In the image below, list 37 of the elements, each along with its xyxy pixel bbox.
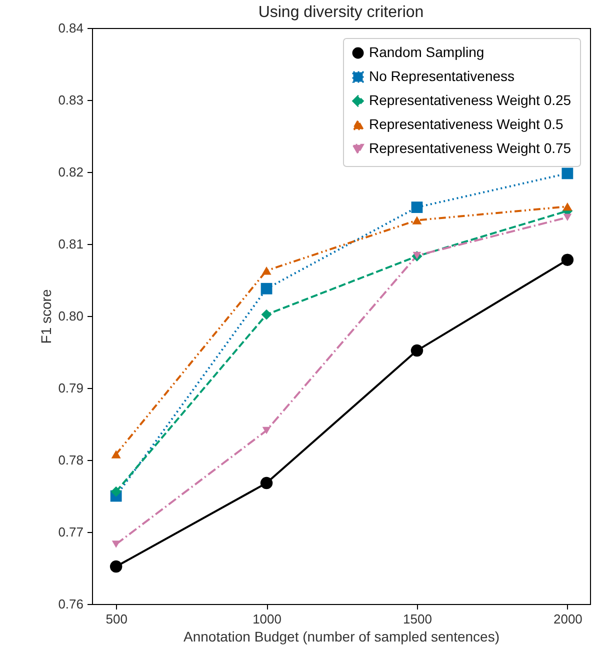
point	[110, 560, 122, 573]
legend-label: No Representativeness	[369, 68, 515, 84]
y-tick-label: 0.84	[58, 20, 84, 36]
x-tick-label: 2000	[553, 612, 582, 626]
y-tick-label: 0.77	[58, 524, 84, 540]
y-axis-title: F1 score	[38, 289, 54, 344]
y-tick-label: 0.76	[58, 596, 84, 612]
x-tick-label: 1500	[403, 612, 432, 626]
y-tick-label: 0.79	[58, 380, 84, 396]
y-tick-label: 0.82	[58, 164, 84, 180]
y-tick-label: 0.81	[58, 236, 84, 252]
point	[411, 202, 423, 213]
point	[562, 168, 574, 180]
y-tick-label: 0.83	[58, 92, 84, 108]
x-axis-title: Annotation Budget (number of sampled sentences)	[184, 628, 500, 644]
point	[111, 450, 121, 458]
point	[262, 426, 271, 434]
legend-label: Representativeness Weight 0.75	[369, 140, 572, 156]
point	[261, 309, 272, 320]
x-tick-label: 1000	[252, 612, 282, 626]
point	[262, 266, 272, 275]
y-tick-label: 0.80	[58, 308, 84, 324]
x-tick-label: 500	[106, 612, 128, 626]
point	[112, 540, 120, 548]
point	[260, 282, 272, 294]
legend-label: Random Sampling	[369, 44, 484, 60]
chart-title: Using diversity criterion	[258, 4, 424, 21]
point	[561, 254, 574, 266]
point	[110, 486, 122, 497]
point	[410, 344, 424, 357]
legend-label: Representativeness Weight 0.5	[369, 116, 564, 132]
legend-label: Representativeness Weight 0.25	[369, 92, 572, 108]
point	[260, 476, 273, 490]
point	[412, 216, 422, 224]
point	[563, 214, 572, 221]
y-tick-label: 0.78	[58, 452, 84, 468]
point	[562, 202, 572, 211]
